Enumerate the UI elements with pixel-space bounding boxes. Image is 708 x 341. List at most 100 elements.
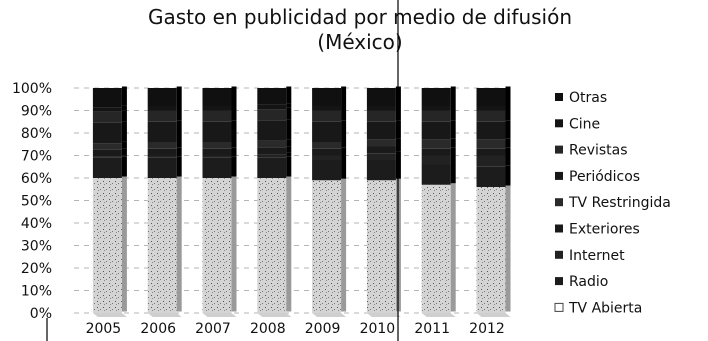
bar-segment: [421, 155, 451, 165]
bar-stack: [312, 86, 347, 317]
bar-segment-side: [121, 110, 127, 122]
bar-floor-shadow: [147, 313, 182, 317]
y-tick-label: 50%: [21, 194, 52, 210]
legend-swatch: [555, 224, 563, 233]
bar-floor-shadow: [202, 313, 237, 317]
bar-segment-side: [286, 107, 292, 120]
bar-segment: [147, 178, 177, 313]
bar-segment-side: [505, 185, 511, 312]
bar-segment: [202, 148, 232, 156]
bar-segment-side: [176, 140, 182, 148]
bar-segment: [257, 104, 287, 110]
bar-segment-side: [231, 176, 237, 312]
y-tick-label: 0%: [30, 306, 52, 322]
bar-segment: [257, 157, 287, 178]
bar-segment-side: [231, 147, 237, 154]
legend: Otras Cine Revistas Periódicos TV Restringid…: [554, 90, 671, 316]
bar-segment: [476, 148, 506, 156]
bar-segment-side: [450, 154, 456, 163]
bar-segment-side: [450, 86, 456, 105]
legend-swatch: [555, 171, 563, 180]
bar-segment: [92, 143, 122, 150]
bar-segment: [147, 155, 177, 158]
bar-segment-side: [121, 121, 127, 142]
bar-stack: [147, 86, 182, 317]
bars: [92, 86, 511, 317]
bar-segment: [147, 106, 177, 111]
bar-segment: [476, 88, 506, 106]
bar-segment: [366, 180, 396, 313]
x-tick-label: 2008: [250, 321, 286, 337]
bar-segment: [92, 88, 122, 108]
bar-segment: [147, 157, 177, 178]
bar-segment-side: [121, 155, 127, 157]
bar-segment: [202, 106, 232, 111]
chart-subtitle: (México): [317, 30, 402, 54]
bar-segment: [312, 180, 342, 313]
x-tick-label: 2012: [469, 321, 505, 337]
bar-segment-side: [341, 154, 347, 159]
y-axis-ticks: 0% 10% 20% 30% 40% 50% 60% 70% 80% 90% 100%: [12, 81, 52, 322]
bar-segment-side: [121, 176, 127, 312]
bar-segment: [312, 142, 342, 149]
bar-segment-side: [505, 120, 511, 139]
bar-segment-side: [286, 152, 292, 157]
bar-segment: [147, 110, 177, 122]
bar-segment-side: [505, 165, 511, 186]
bar-segment: [366, 106, 396, 111]
bar-segment: [202, 157, 232, 178]
bar-segment-side: [286, 156, 292, 177]
bar-segment-side: [176, 154, 182, 157]
bar-segment: [366, 146, 396, 154]
bar-segment: [366, 160, 396, 181]
y-tick-label: 80%: [21, 126, 52, 142]
bar-segment: [476, 187, 506, 313]
bar-segment: [257, 109, 287, 121]
x-tick-label: 2007: [195, 321, 231, 337]
bar-segment: [366, 88, 396, 106]
bar-segment-side: [176, 86, 182, 105]
bar-segment-side: [341, 140, 347, 148]
bar-segment-side: [341, 178, 347, 312]
y-tick-label: 100%: [12, 81, 52, 97]
bar-stack: [202, 86, 237, 317]
legend-label: Exteriores: [569, 222, 640, 238]
bar-segment: [421, 106, 451, 111]
legend-swatch: [554, 302, 564, 312]
legend-swatch: [555, 198, 563, 207]
bar-segment-side: [505, 109, 511, 121]
legend-label: Cine: [569, 116, 600, 132]
bar-segment: [312, 160, 342, 181]
bar-floor-shadow: [92, 313, 127, 317]
bar-stack: [92, 86, 127, 317]
y-tick-label: 90%: [21, 104, 52, 120]
bar-segment-side: [341, 147, 347, 154]
bar-segment-side: [341, 158, 347, 179]
bar-segment: [312, 110, 342, 122]
bar-segment-side: [341, 104, 347, 109]
bar-segment: [257, 154, 287, 158]
x-tick-label: 2011: [414, 321, 450, 337]
bar-segment: [421, 184, 451, 313]
bar-segment: [147, 142, 177, 149]
legend-swatch: [555, 145, 563, 154]
bar-segment-side: [505, 104, 511, 109]
bar-segment-side: [286, 119, 292, 140]
bar-segment-side: [505, 147, 511, 154]
bar-segment: [202, 88, 232, 106]
bar-segment: [476, 110, 506, 122]
bar-segment-side: [286, 146, 292, 153]
x-tick-label: 2006: [140, 321, 176, 337]
bar-segment: [92, 111, 122, 123]
legend-label: Otras: [569, 90, 607, 106]
bar-segment-side: [286, 176, 292, 312]
bar-segment-side: [231, 104, 237, 109]
bar-segment-side: [450, 120, 456, 139]
bar-segment-side: [341, 86, 347, 105]
bar-segment-side: [231, 120, 237, 141]
bar-segment: [202, 155, 232, 158]
y-tick-label: 70%: [21, 149, 52, 165]
bar-segment: [202, 142, 232, 149]
bar-segment: [147, 88, 177, 106]
